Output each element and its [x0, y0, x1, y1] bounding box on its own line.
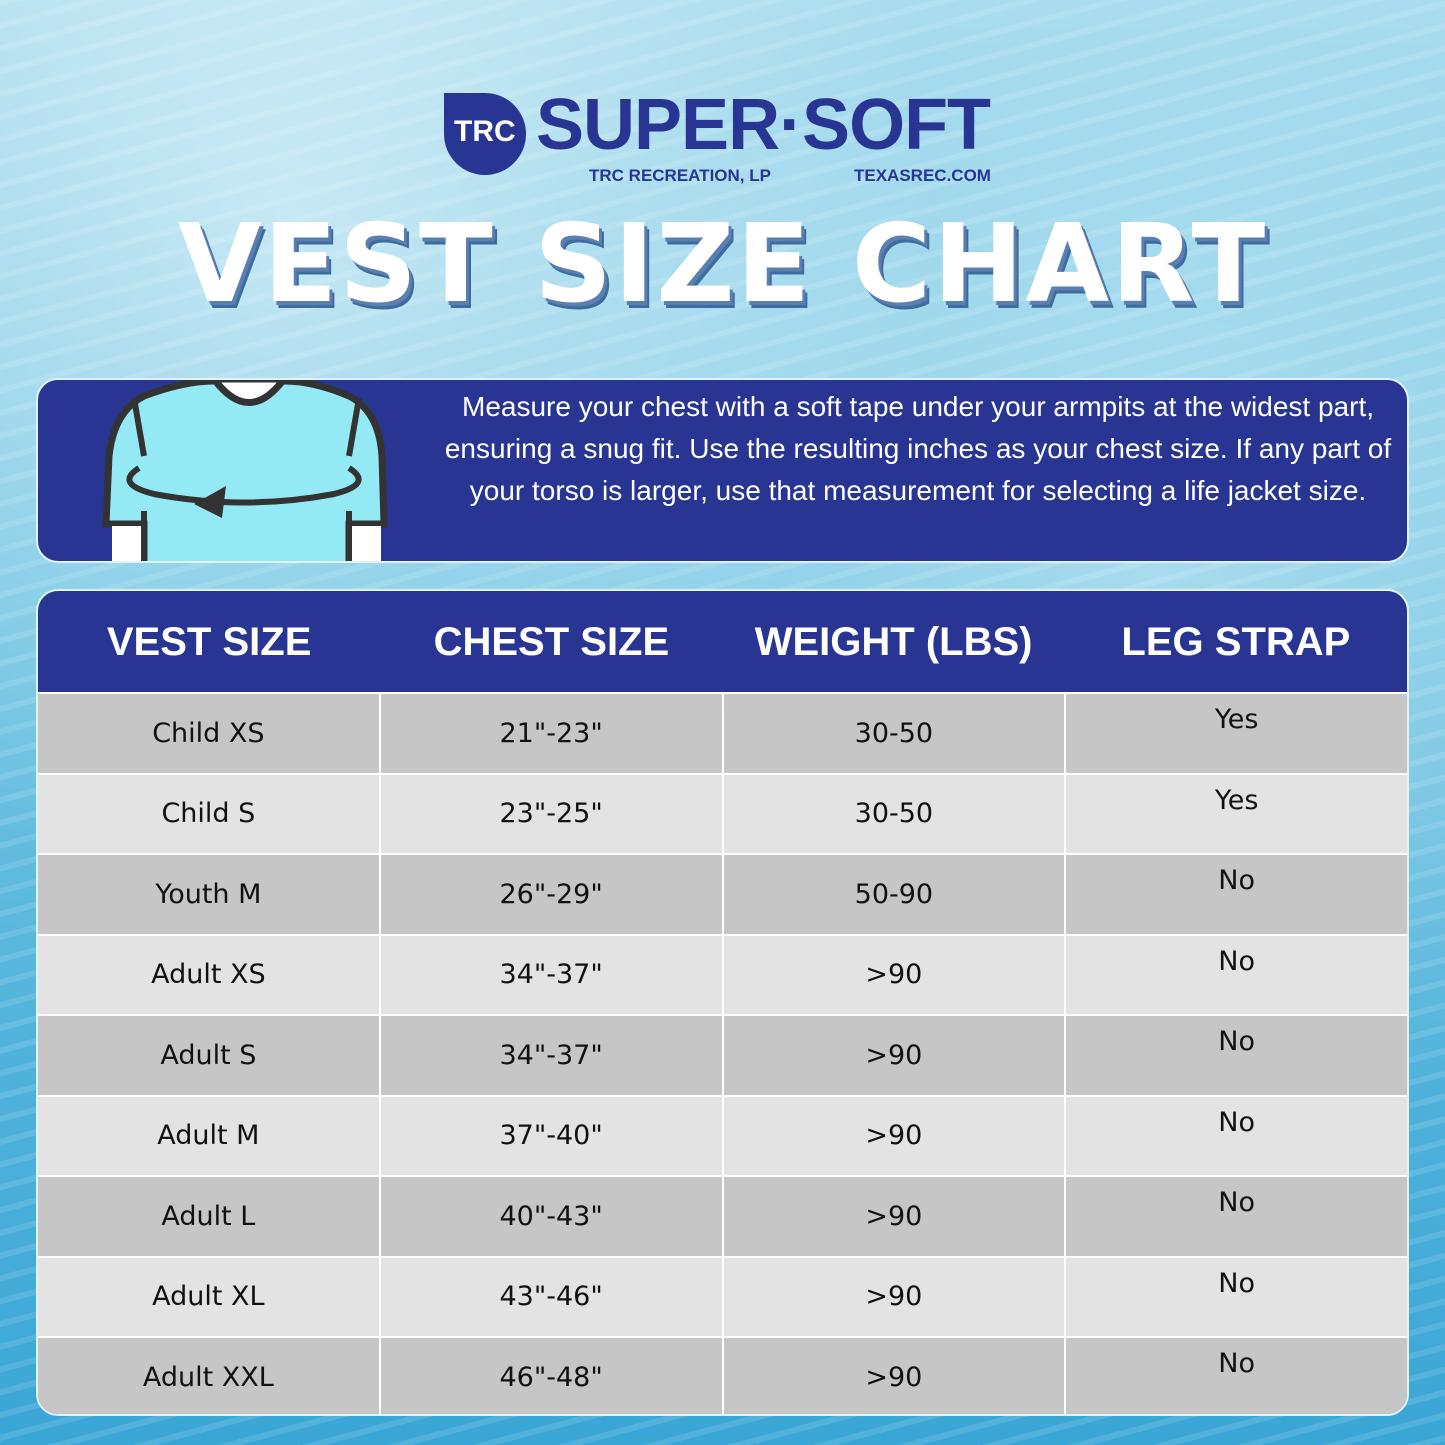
- weight-cell: 30-50: [721, 774, 1065, 853]
- leg-strap-cell: No: [1064, 1016, 1407, 1095]
- table-row: Adult XS 34"-37" >90 No: [38, 933, 1407, 1014]
- chest-size-cell: 23"-25": [378, 774, 722, 853]
- leg-strap-cell: No: [1064, 1257, 1407, 1336]
- table-row: Child XS 21"-23" 30-50 Yes: [38, 692, 1407, 773]
- shirt-measure-icon: [102, 380, 388, 561]
- header-leg-strap: LEG STRAP: [1121, 619, 1351, 664]
- vest-size-cell: Adult M: [157, 1120, 260, 1152]
- header-chest-size: CHEST SIZE: [433, 619, 670, 664]
- weight-cell: >90: [721, 1338, 1065, 1414]
- page-title: VEST SIZE CHART: [177, 202, 1268, 327]
- instructions-text: Measure your chest with a soft tape unde…: [444, 391, 1392, 506]
- chest-size-cell: 46"-48": [378, 1338, 722, 1414]
- vest-size-cell: Adult XS: [151, 959, 266, 991]
- weight-cell: 50-90: [721, 855, 1065, 934]
- weight-cell: 30-50: [721, 694, 1065, 773]
- vest-size-cell: Adult L: [161, 1200, 256, 1232]
- chest-size-cell: 26"-29": [378, 855, 722, 934]
- table-row: Adult M 37"-40" >90 No: [38, 1094, 1407, 1175]
- brand-logo: TRC SUPER·SOFT TRC RECREATION, LP TEXASR…: [444, 88, 1004, 188]
- trc-drop-logo: TRC: [444, 93, 526, 175]
- table-body: Child XS 21"-23" 30-50 Yes Child S 23"-25" 30-…: [38, 692, 1407, 1414]
- weight-cell: >90: [721, 1257, 1065, 1336]
- brand-name: SUPER·SOFT: [536, 85, 991, 165]
- chest-size-cell: 37"-40": [378, 1096, 722, 1175]
- weight-cell: >90: [721, 1096, 1065, 1175]
- table-header: VEST SIZE CHEST SIZE WEIGHT (LBS) LEG ST…: [38, 591, 1407, 692]
- leg-strap-cell: No: [1064, 1096, 1407, 1175]
- table-row: Adult XL 43"-46" >90 No: [38, 1255, 1407, 1336]
- leg-strap-cell: No: [1064, 855, 1407, 934]
- table-row: Adult S 34"-37" >90 No: [38, 1014, 1407, 1095]
- chest-size-cell: 21"-23": [378, 694, 722, 773]
- vest-size-cell: Adult XL: [152, 1281, 265, 1313]
- company-name: TRC RECREATION, LP: [589, 166, 771, 185]
- vest-size-cell: Adult XXL: [142, 1361, 274, 1393]
- vest-size-cell: Child S: [161, 798, 256, 830]
- logo-badge: TRC: [454, 115, 516, 148]
- leg-strap-cell: Yes: [1064, 694, 1407, 773]
- chest-size-cell: 34"-37": [378, 1016, 722, 1095]
- table-row: Child S 23"-25" 30-50 Yes: [38, 772, 1407, 853]
- header-weight: WEIGHT (LBS): [754, 619, 1033, 664]
- chest-size-cell: 40"-43": [378, 1177, 722, 1256]
- vest-size-cell: Child XS: [152, 717, 265, 749]
- size-table: VEST SIZE CHEST SIZE WEIGHT (LBS) LEG ST…: [36, 589, 1409, 1416]
- table-row: Adult XXL 46"-48" >90 No: [38, 1336, 1407, 1414]
- weight-cell: >90: [721, 1177, 1065, 1256]
- leg-strap-cell: Yes: [1064, 774, 1407, 853]
- vest-size-cell: Adult S: [160, 1039, 257, 1071]
- weight-cell: >90: [721, 935, 1065, 1014]
- leg-strap-cell: No: [1064, 1177, 1407, 1256]
- leg-strap-cell: No: [1064, 935, 1407, 1014]
- measure-instructions-panel: Measure your chest with a soft tape unde…: [36, 378, 1409, 563]
- table-row: Adult L 40"-43" >90 No: [38, 1175, 1407, 1256]
- chest-size-cell: 43"-46": [378, 1257, 722, 1336]
- website: TEXASREC.COM: [854, 166, 991, 185]
- header-vest-size: VEST SIZE: [106, 619, 312, 664]
- leg-strap-cell: No: [1064, 1338, 1407, 1414]
- table-row: Youth M 26"-29" 50-90 No: [38, 853, 1407, 934]
- weight-cell: >90: [721, 1016, 1065, 1095]
- chest-size-cell: 34"-37": [378, 935, 722, 1014]
- vest-size-cell: Youth M: [155, 878, 262, 910]
